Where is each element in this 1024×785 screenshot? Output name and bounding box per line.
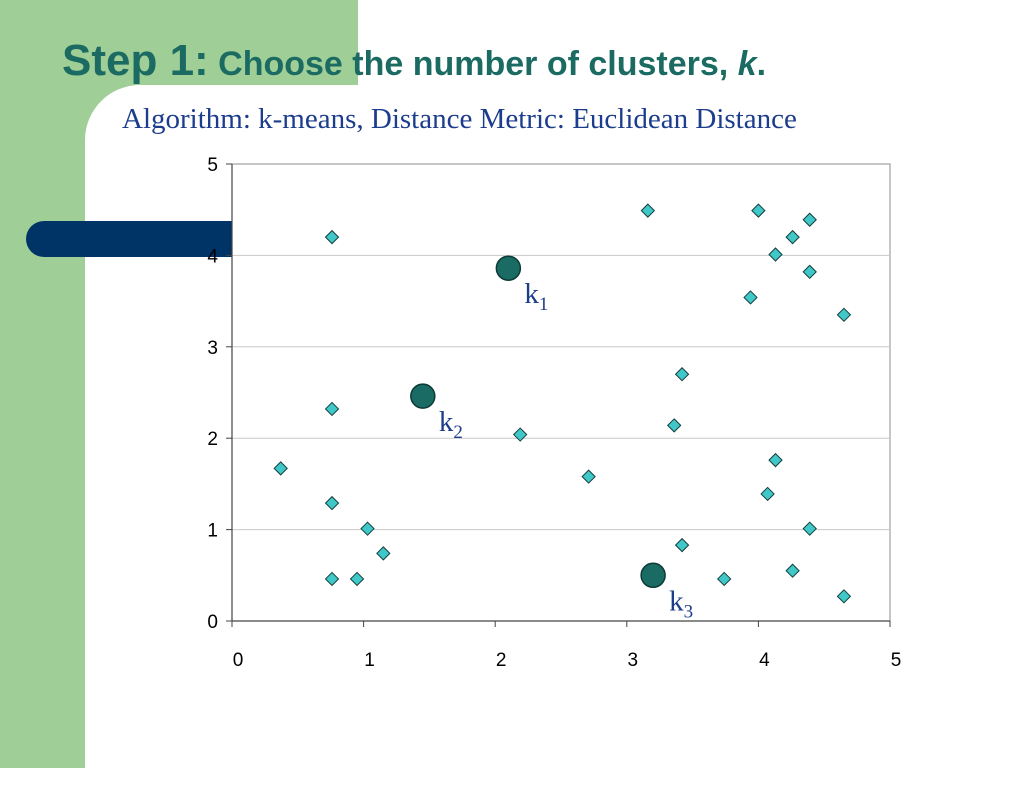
slide-subtitle: Algorithm: k-means, Distance Metric: Euc…: [122, 103, 797, 135]
data-point: [324, 495, 340, 511]
title-period: .: [756, 45, 767, 83]
centroid-marker: [640, 562, 666, 589]
data-point: [349, 571, 365, 587]
y-tick-label: 3: [207, 338, 218, 359]
data-point: [273, 461, 288, 476]
x-tick-label: 3: [628, 650, 639, 671]
data-point: [836, 589, 852, 604]
y-tick-label: 1: [207, 521, 218, 542]
x-tick-label: 2: [496, 650, 507, 671]
data-point: [581, 469, 596, 484]
y-tick-label: 2: [207, 429, 218, 450]
data-point: [836, 307, 852, 323]
data-point: [785, 229, 800, 245]
title-step: Step 1:: [62, 36, 209, 85]
data-point: [802, 264, 817, 280]
data-point: [376, 546, 391, 561]
data-point: [324, 401, 340, 417]
data-point: [512, 427, 528, 442]
data-point: [768, 452, 783, 468]
data-point: [760, 486, 775, 502]
x-tick-label: 4: [759, 650, 770, 671]
y-tick-label: 0: [207, 612, 218, 633]
data-point: [802, 212, 817, 227]
x-tick-label: 1: [364, 650, 375, 671]
data-point: [640, 203, 656, 218]
data-point: [324, 229, 340, 245]
centroid-label: k3: [669, 585, 693, 622]
data-point: [324, 571, 340, 587]
data-point: [802, 521, 817, 536]
centroid-marker: [410, 383, 436, 409]
data-point: [768, 247, 783, 262]
data-point: [785, 563, 800, 578]
x-tick-label: 0: [233, 650, 244, 671]
x-tick-label: 5: [891, 650, 902, 671]
title-text: Choose the number of clusters,: [208, 45, 738, 83]
data-point: [674, 537, 690, 553]
title-k: k: [737, 45, 757, 83]
centroid-marker: [495, 255, 522, 281]
y-tick-label: 4: [207, 246, 218, 267]
data-point: [751, 203, 766, 218]
data-point: [666, 418, 682, 433]
plot-area: [231, 163, 891, 622]
data-point: [360, 521, 375, 536]
accent-navy-bar: [26, 221, 236, 257]
sidebar-green-band: [0, 0, 85, 768]
y-tick-label: 5: [207, 155, 218, 176]
slide-title: Step 1: Choose the number of clusters, k…: [62, 36, 766, 86]
data-point: [743, 290, 758, 305]
data-point: [674, 367, 690, 382]
data-point: [716, 571, 732, 587]
